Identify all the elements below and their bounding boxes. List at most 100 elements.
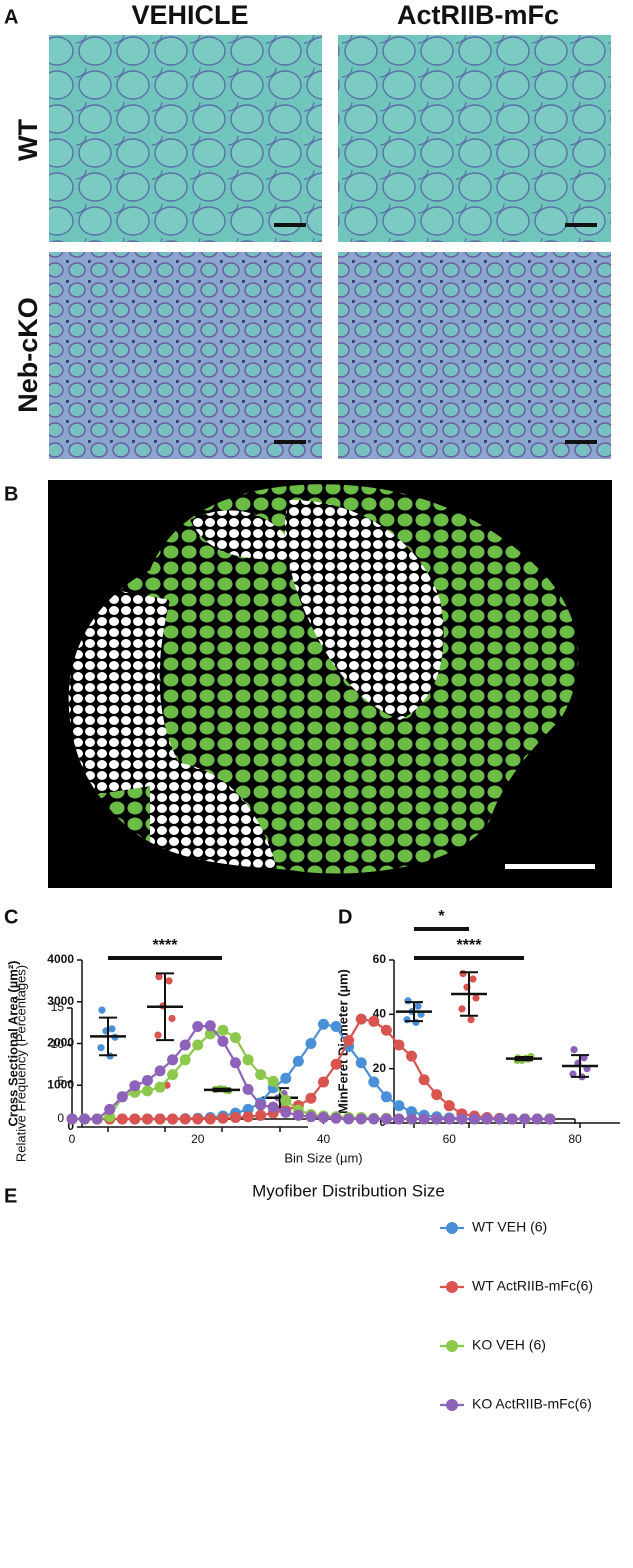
- y-tick-label: 10: [51, 1037, 65, 1051]
- data-point: [380, 1091, 392, 1103]
- y-tick-label: 20: [373, 1061, 387, 1075]
- y-axis-label: MinFeret Diameter (µm): [335, 969, 350, 1114]
- data-point: [292, 1109, 304, 1121]
- data-point: [167, 1054, 179, 1066]
- data-point: [108, 1025, 116, 1033]
- micrograph: [338, 252, 611, 459]
- panel-label: A: [4, 6, 18, 28]
- data-point: [155, 973, 163, 981]
- data-point: [179, 1113, 191, 1125]
- column-header: VEHICLE: [131, 0, 248, 30]
- data-point: [544, 1113, 556, 1125]
- data-point: [414, 1002, 422, 1010]
- data-point: [472, 994, 480, 1002]
- data-point: [217, 1112, 229, 1124]
- data-point: [141, 1085, 153, 1097]
- data-point: [318, 1112, 329, 1124]
- y-axis-label: Relative Frequency (Percentages): [13, 965, 28, 1162]
- legend-marker: [446, 1399, 458, 1411]
- data-point: [129, 1080, 141, 1092]
- y-tick-label: 0: [67, 1119, 74, 1133]
- data-point: [531, 1113, 543, 1125]
- data-point: [506, 1113, 518, 1125]
- data-point: [456, 1113, 468, 1125]
- x-axis-label: Bin Size (µm): [284, 1150, 362, 1165]
- legend-label: KO ActRIIB-mFc(6): [472, 1396, 592, 1412]
- data-point: [97, 1044, 105, 1052]
- data-point: [403, 1016, 411, 1024]
- data-point: [192, 1039, 204, 1051]
- micrograph: [49, 252, 322, 459]
- data-point: [404, 997, 412, 1005]
- data-point: [179, 1054, 191, 1066]
- y-tick-label: 60: [373, 952, 387, 966]
- data-point: [104, 1103, 116, 1115]
- data-point: [469, 975, 477, 983]
- data-point: [280, 1072, 292, 1084]
- data-point: [129, 1113, 141, 1125]
- data-point: [459, 969, 467, 978]
- legend-label: KO VEH (6): [472, 1337, 546, 1353]
- data-point: [179, 1039, 191, 1051]
- data-point: [330, 1058, 342, 1070]
- data-point: [229, 1057, 241, 1069]
- fiber-region: [190, 510, 300, 560]
- significance-label: ****: [457, 937, 483, 954]
- data-point: [343, 1035, 355, 1047]
- significance-label: ****: [153, 937, 179, 954]
- panel-a: A VEHICLE ActRIIB-mFc WT Neb-cKO: [4, 0, 611, 459]
- data-point: [79, 1113, 91, 1125]
- data-point: [91, 1113, 103, 1125]
- data-point: [192, 1113, 204, 1125]
- data-point: [305, 1092, 317, 1104]
- data-point: [431, 1089, 443, 1101]
- scale-bar: [505, 864, 595, 869]
- x-tick-label: 40: [317, 1132, 331, 1146]
- y-tick-label: 0: [57, 1111, 64, 1125]
- data-point: [393, 1039, 405, 1051]
- y-tick-label: 1000: [47, 1077, 74, 1091]
- data-point: [443, 1113, 455, 1125]
- row-header: Neb-cKO: [13, 297, 43, 413]
- data-point: [318, 1076, 329, 1088]
- data-point: [154, 1081, 166, 1093]
- legend-label: WT ActRIIB-mFc(6): [472, 1278, 593, 1294]
- data-point: [204, 1028, 216, 1040]
- data-point: [154, 1065, 166, 1077]
- scale-bar: [565, 223, 597, 227]
- x-tick-label: 0: [69, 1132, 76, 1146]
- y-tick-label: 5: [57, 1074, 64, 1088]
- panel-label: C: [4, 906, 18, 928]
- data-point: [167, 1069, 179, 1081]
- chart-title: Myofiber Distribution Size: [252, 1181, 445, 1200]
- data-point: [305, 1111, 317, 1123]
- data-point: [280, 1106, 292, 1118]
- y-axis-label: Cross Sectional Area (µm²): [5, 961, 20, 1127]
- data-point: [431, 1113, 443, 1125]
- data-point: [494, 1113, 506, 1125]
- data-point: [204, 1020, 216, 1032]
- data-point: [305, 1038, 317, 1050]
- data-point: [292, 1055, 304, 1067]
- data-point: [570, 1046, 578, 1054]
- data-point: [393, 1113, 405, 1125]
- data-point: [318, 1018, 329, 1030]
- data-point: [229, 1032, 241, 1044]
- data-point: [330, 1021, 342, 1032]
- fiber-region: [68, 580, 190, 800]
- data-point: [380, 1113, 392, 1125]
- data-point: [192, 1021, 204, 1032]
- data-point: [217, 1024, 229, 1036]
- data-point: [368, 1076, 380, 1088]
- panel-label: B: [4, 483, 18, 505]
- data-point: [141, 1113, 153, 1125]
- legend-marker: [446, 1281, 458, 1293]
- data-point: [98, 1006, 106, 1014]
- data-point: [168, 1014, 176, 1023]
- y-tick-label: 3000: [47, 994, 74, 1008]
- data-point: [380, 1024, 392, 1036]
- data-point: [242, 1054, 254, 1066]
- data-point: [368, 1113, 380, 1125]
- scale-bar: [274, 440, 306, 444]
- data-point: [154, 1113, 166, 1125]
